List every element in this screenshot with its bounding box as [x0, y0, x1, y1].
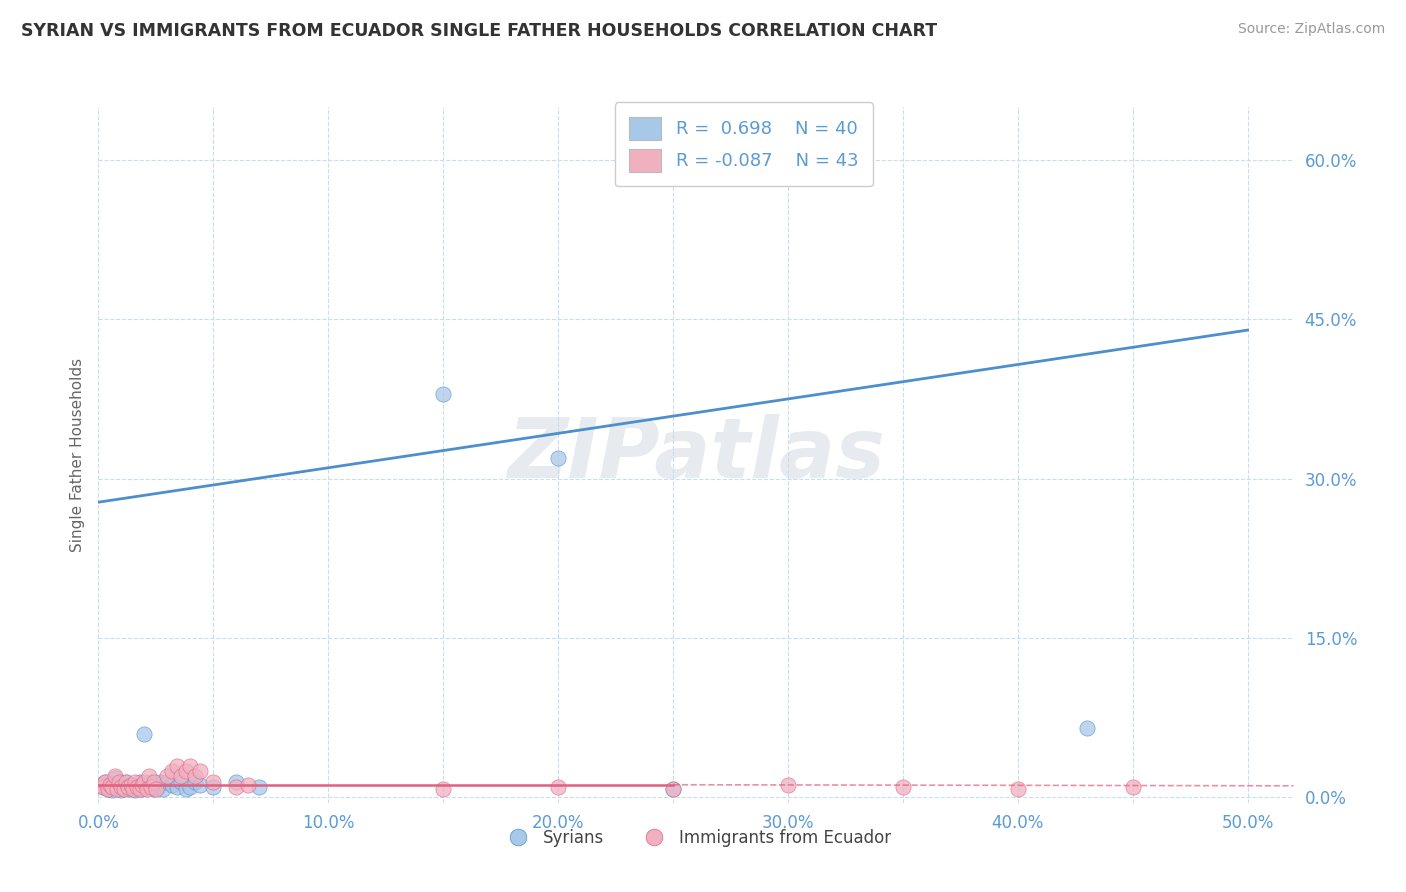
Point	[124, 783, 146, 797]
Point	[160, 764, 183, 778]
Point	[112, 782, 135, 797]
Point	[776, 778, 799, 792]
Point	[134, 774, 156, 789]
Legend: Syrians, Immigrants from Ecuador: Syrians, Immigrants from Ecuador	[495, 822, 897, 854]
Point	[131, 782, 153, 797]
Point	[225, 780, 247, 794]
Point	[117, 780, 139, 794]
Point	[97, 782, 120, 797]
Point	[662, 782, 685, 797]
Point	[179, 758, 201, 772]
Point	[141, 780, 163, 794]
Point	[188, 778, 211, 792]
Point	[112, 780, 135, 794]
Point	[127, 780, 149, 794]
Point	[184, 769, 207, 783]
Point	[98, 778, 121, 792]
Point	[128, 774, 150, 789]
Point	[103, 772, 125, 786]
Point	[142, 782, 165, 797]
Point	[127, 780, 149, 794]
Point	[110, 780, 132, 794]
Point	[170, 774, 193, 789]
Point	[97, 782, 120, 797]
Point	[138, 769, 160, 783]
Point	[145, 782, 167, 797]
Point	[98, 778, 121, 792]
Point	[117, 782, 139, 797]
Point	[138, 780, 160, 794]
Text: Source: ZipAtlas.com: Source: ZipAtlas.com	[1237, 22, 1385, 37]
Point	[105, 782, 128, 797]
Point	[90, 778, 112, 792]
Point	[662, 782, 685, 797]
Point	[179, 780, 201, 794]
Point	[122, 778, 145, 792]
Point	[152, 782, 174, 797]
Point	[128, 782, 150, 797]
Point	[156, 769, 179, 783]
Text: SYRIAN VS IMMIGRANTS FROM ECUADOR SINGLE FATHER HOUSEHOLDS CORRELATION CHART: SYRIAN VS IMMIGRANTS FROM ECUADOR SINGLE…	[21, 22, 938, 40]
Point	[108, 774, 131, 789]
Point	[115, 774, 138, 789]
Point	[174, 782, 197, 797]
Point	[547, 450, 569, 465]
Point	[149, 774, 172, 789]
Point	[105, 780, 128, 794]
Point	[145, 778, 167, 792]
Point	[166, 780, 188, 794]
Point	[1122, 780, 1144, 794]
Point	[94, 774, 117, 789]
Point	[432, 782, 454, 797]
Point	[120, 778, 142, 792]
Point	[110, 783, 132, 797]
Y-axis label: Single Father Households: Single Father Households	[69, 358, 84, 552]
Point	[135, 782, 157, 797]
Point	[247, 780, 270, 794]
Point	[225, 774, 247, 789]
Point	[94, 774, 117, 789]
Point	[547, 780, 569, 794]
Point	[101, 780, 124, 794]
Text: ZIPatlas: ZIPatlas	[508, 415, 884, 495]
Point	[188, 764, 211, 778]
Point	[236, 778, 259, 792]
Point	[202, 780, 225, 794]
Point	[202, 774, 225, 789]
Point	[160, 778, 183, 792]
Point	[1076, 722, 1098, 736]
Point	[166, 758, 188, 772]
Point	[124, 774, 146, 789]
Point	[148, 780, 170, 794]
Point	[432, 387, 454, 401]
Point	[108, 777, 131, 791]
Point	[131, 778, 153, 792]
Point	[91, 780, 114, 794]
Point	[103, 769, 125, 783]
Point	[891, 780, 914, 794]
Point	[101, 783, 124, 797]
Point	[134, 727, 156, 741]
Point	[142, 774, 165, 789]
Point	[141, 774, 163, 789]
Point	[91, 780, 114, 794]
Point	[170, 769, 193, 783]
Point	[156, 774, 179, 789]
Point	[174, 764, 197, 778]
Point	[122, 782, 145, 797]
Point	[1007, 782, 1029, 797]
Point	[115, 774, 138, 789]
Point	[184, 774, 207, 789]
